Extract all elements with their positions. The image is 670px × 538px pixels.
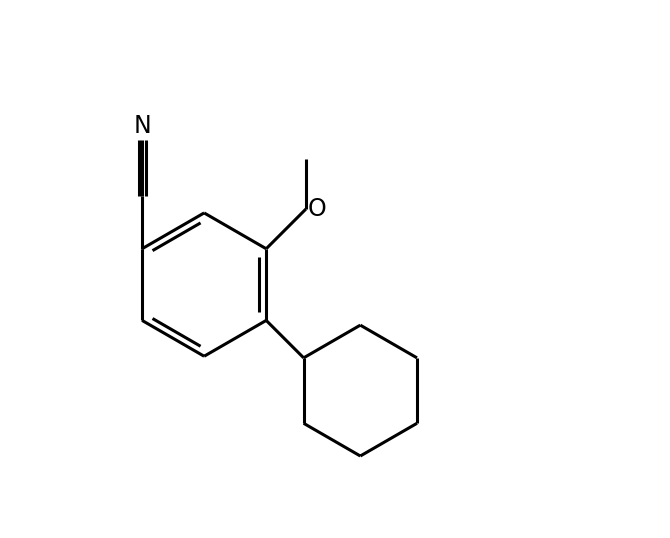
Text: O: O — [308, 197, 326, 221]
Text: N: N — [133, 114, 151, 138]
